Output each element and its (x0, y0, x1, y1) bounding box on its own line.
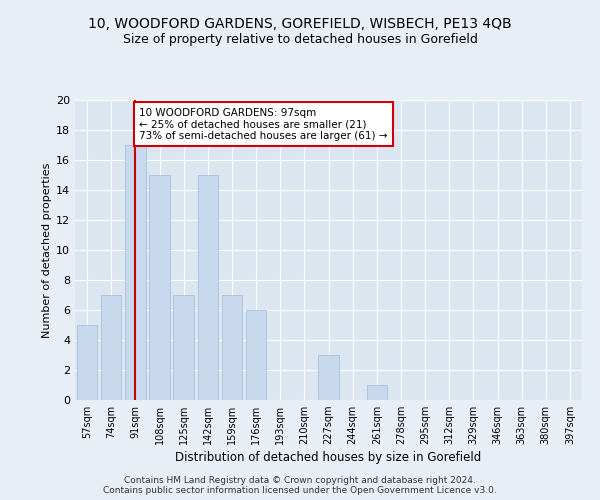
Text: 10, WOODFORD GARDENS, GOREFIELD, WISBECH, PE13 4QB: 10, WOODFORD GARDENS, GOREFIELD, WISBECH… (88, 18, 512, 32)
Bar (125, 145, 146, 400)
Bar (221, 295, 242, 400)
Bar (77, 325, 97, 400)
Bar (367, 385, 387, 400)
Text: 10 WOODFORD GARDENS: 97sqm
← 25% of detached houses are smaller (21)
73% of semi: 10 WOODFORD GARDENS: 97sqm ← 25% of deta… (139, 108, 388, 140)
Bar (318, 355, 339, 400)
Bar (149, 175, 170, 400)
Bar (173, 295, 194, 400)
Text: Size of property relative to detached houses in Gorefield: Size of property relative to detached ho… (122, 32, 478, 46)
X-axis label: Distribution of detached houses by size in Gorefield: Distribution of detached houses by size … (175, 452, 482, 464)
Bar (246, 310, 266, 400)
Text: Contains HM Land Registry data © Crown copyright and database right 2024.
Contai: Contains HM Land Registry data © Crown c… (103, 476, 497, 495)
Bar (197, 175, 218, 400)
Y-axis label: Number of detached properties: Number of detached properties (42, 162, 52, 338)
Bar (101, 295, 121, 400)
